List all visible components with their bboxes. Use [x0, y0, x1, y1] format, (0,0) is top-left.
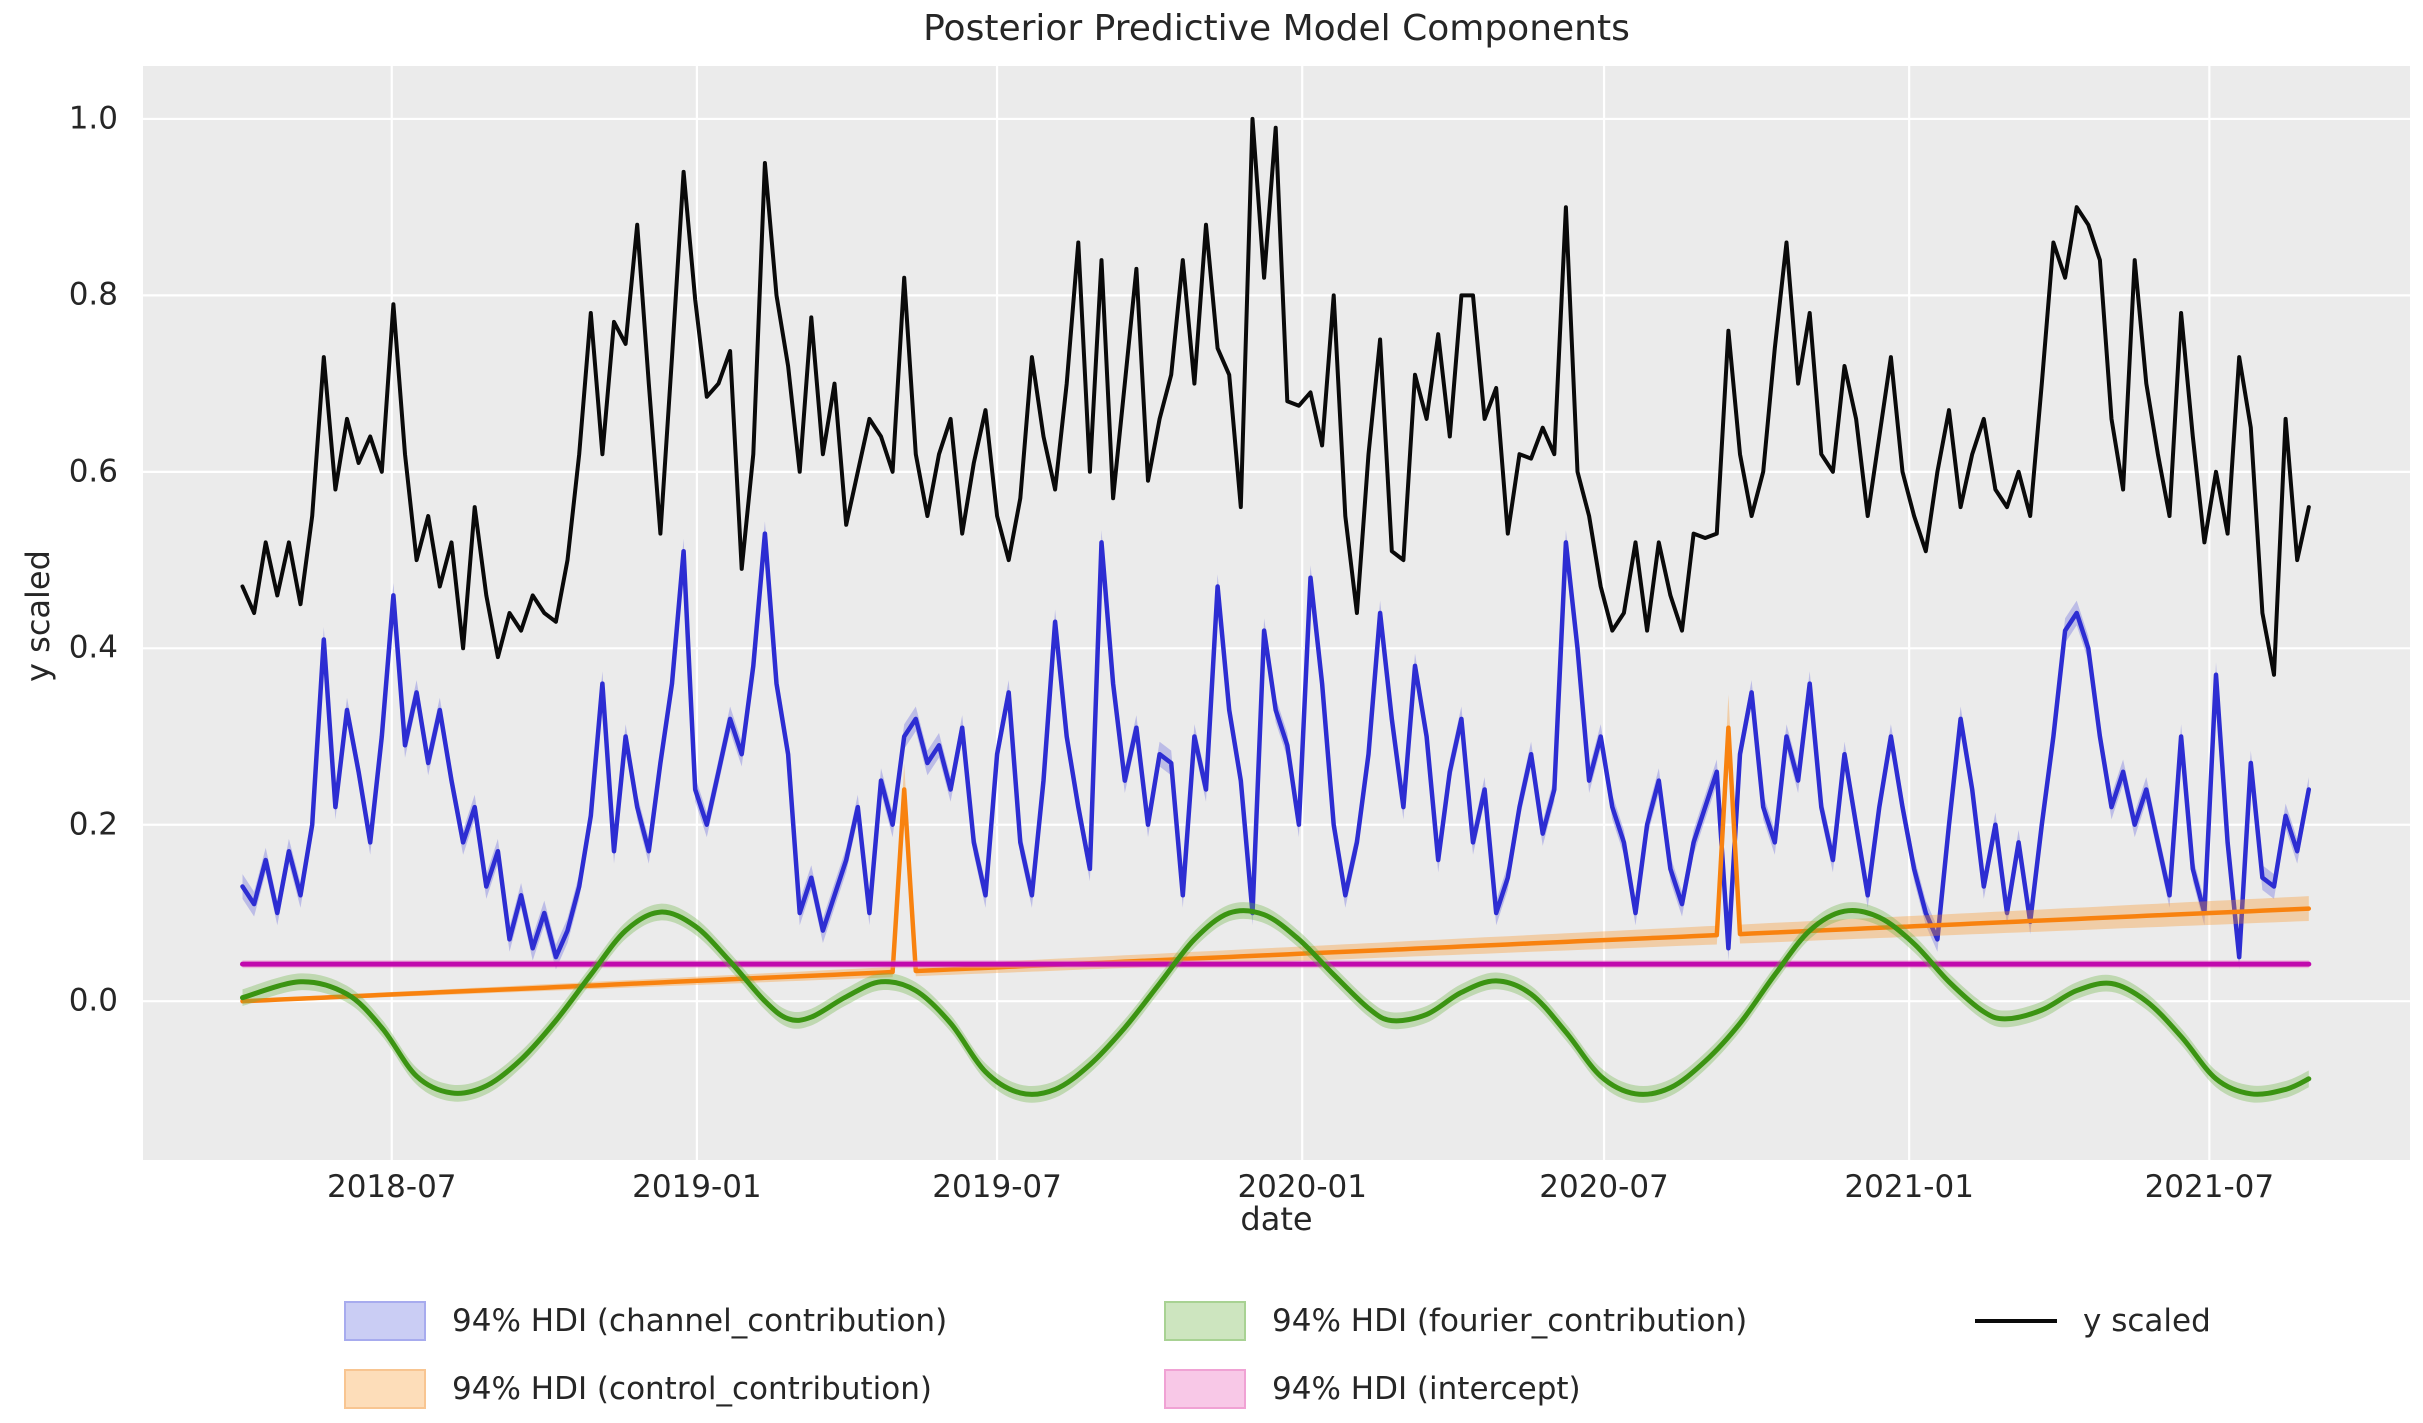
legend-label: 94% HDI (channel_contribution): [452, 1303, 948, 1339]
x-tick-label: 2021-01: [1844, 1169, 1974, 1205]
legend-patch-icon: [1164, 1301, 1246, 1341]
x-tick-label: 2021-07: [2144, 1169, 2275, 1205]
fourier-contribution-line: [240, 907, 2312, 1097]
legend-patch-icon: [344, 1369, 426, 1409]
y-tick-label: 0.0: [68, 982, 118, 1019]
channel-contribution-line: [240, 531, 2312, 960]
x-tick-label: 2019-01: [632, 1169, 762, 1205]
legend-label: 94% HDI (intercept): [1272, 1371, 1581, 1407]
y-tick-label: 0.4: [68, 629, 118, 666]
y-axis-label: y scaled: [19, 550, 57, 682]
legend-patch-icon: [344, 1301, 426, 1341]
x-tick-label: 2019-07: [932, 1169, 1062, 1205]
legend-item-94-hdi-fourier-contribution-: 94% HDI (fourier_contribution): [1164, 1298, 1747, 1344]
y-tick-label: 1.0: [68, 100, 118, 137]
y-tick-label: 0.2: [68, 806, 118, 843]
control-contribution-line: [240, 725, 2312, 1004]
legend-item-94-hdi-control-contribution-: 94% HDI (control_contribution): [344, 1366, 932, 1412]
legend-line-icon: [1975, 1319, 2057, 1323]
legend-patch-icon: [1164, 1369, 1246, 1409]
legend-item-94-hdi-channel-contribution-: 94% HDI (channel_contribution): [344, 1298, 947, 1344]
legend-item-y-scaled: y scaled: [1975, 1298, 2211, 1344]
legend-item-94-hdi-intercept-: 94% HDI (intercept): [1164, 1366, 1581, 1412]
control-hdi-band: [242, 694, 2309, 1003]
legend-label: 94% HDI (control_contribution): [452, 1371, 932, 1407]
y-scaled-line: [240, 116, 2311, 677]
chart-title: Posterior Predictive Model Components: [923, 8, 1630, 49]
x-tick-label: 2018-07: [326, 1169, 457, 1205]
legend-label: 94% HDI (fourier_contribution): [1272, 1303, 1748, 1339]
y-tick-label: 0.6: [68, 453, 118, 490]
x-axis-label: date: [1240, 1200, 1313, 1238]
x-tick-label: 2020-01: [1237, 1169, 1367, 1205]
legend-label: y scaled: [2083, 1303, 2211, 1339]
x-tick-label: 2020-07: [1539, 1169, 1669, 1205]
y-tick-label: 0.8: [68, 276, 118, 313]
plot-area: [143, 66, 2410, 1160]
